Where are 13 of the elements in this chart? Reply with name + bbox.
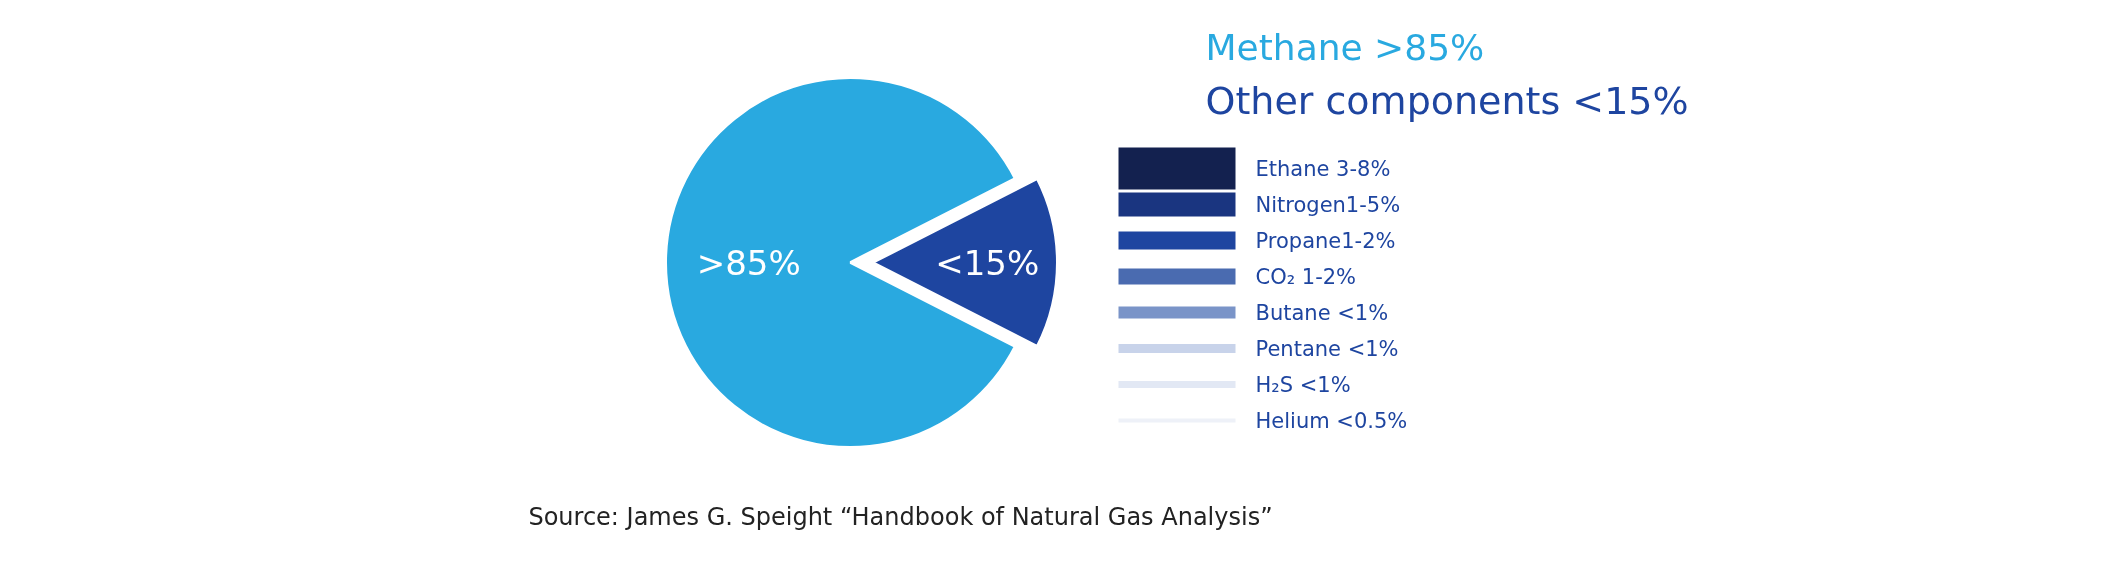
- data-label: >85%: [696, 242, 801, 283]
- category-label: Butane <1%: [1255, 300, 1389, 325]
- category-label: Pentane <1%: [1255, 336, 1399, 361]
- category-label: Ethane 3-8%: [1255, 156, 1391, 181]
- category-label: Helium <0.5%: [1255, 408, 1408, 433]
- category-label: Nitrogen1-5%: [1255, 192, 1401, 217]
- category-label: CO₂ 1-2%: [1255, 264, 1357, 289]
- text: Methane >85%: [1205, 27, 1485, 68]
- text: Other components <15%: [1205, 78, 1689, 123]
- category-label: Propane1-2%: [1255, 228, 1396, 253]
- data-label: <15%: [935, 242, 1040, 283]
- source-note: Source: James G. Speight “Handbook of Natural Gas Analysis”: [528, 502, 1273, 531]
- category-label: H₂S <1%: [1255, 372, 1351, 397]
